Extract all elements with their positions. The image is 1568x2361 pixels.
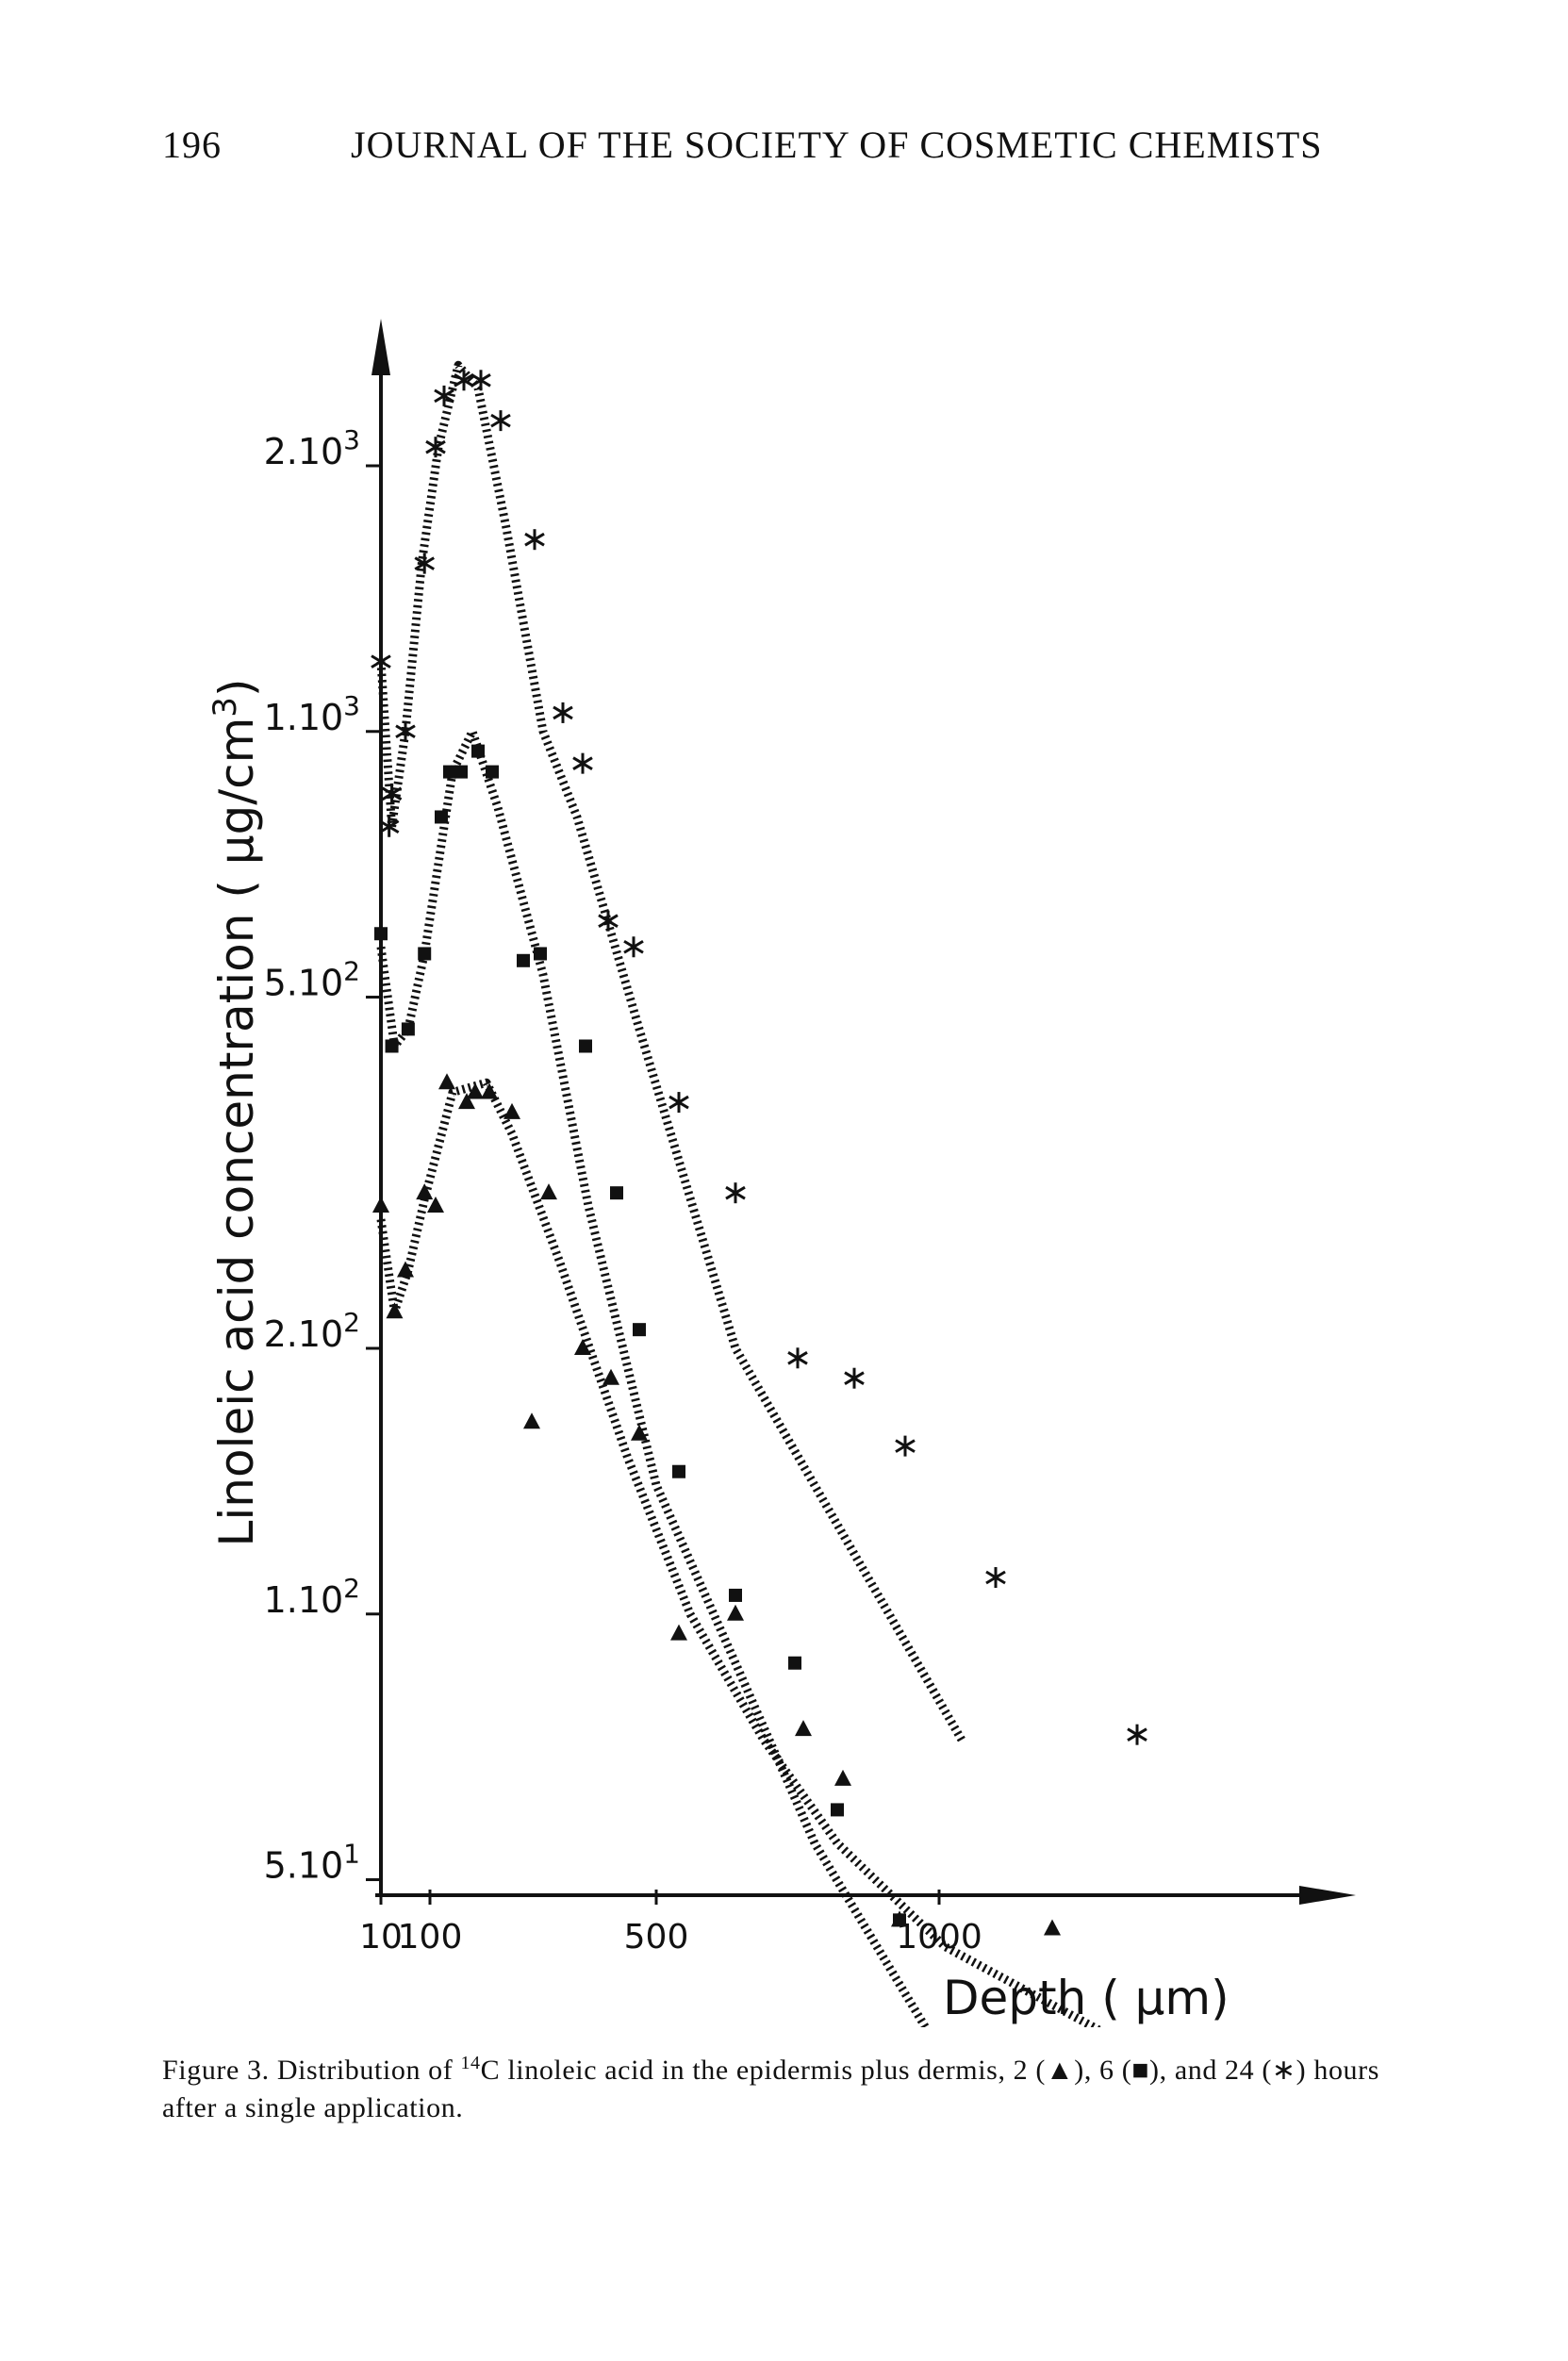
marker-star [434,385,454,406]
series-line-2 [376,1078,1103,2027]
marker-square [471,744,485,758]
marker-star [572,752,593,774]
page-number: 196 [162,124,222,166]
marker-star [1127,1724,1147,1745]
marker-star [725,1182,746,1204]
marker-square [401,1022,415,1036]
caption-label: Figure 3. [162,2055,270,2086]
caption-text-pre: Distribution of [276,2055,461,2086]
marker-triangle [416,1183,434,1200]
x-tick-label: 100 [398,1918,463,1956]
y-tick-label: 1.102 [264,1573,360,1621]
marker-star [395,720,416,742]
marker-star [524,529,545,551]
series-line-6 [376,727,931,2027]
marker-square [517,953,530,967]
marker-square [729,1588,742,1602]
marker-triangle [670,1624,687,1641]
marker-triangle [458,1093,475,1110]
marker-triangle [891,1910,908,1927]
marker-star [787,1347,808,1369]
marker-triangle [481,1082,498,1099]
series-line-24 [376,360,966,1742]
marker-square [385,1039,399,1053]
marker-triangle [834,1769,851,1786]
marker-star [553,702,573,723]
marker-square [831,1803,844,1817]
marker-star [985,1567,1006,1589]
marker-square [610,1186,623,1200]
marker-square [486,765,499,779]
marker-triangle [503,1102,520,1119]
marker-triangle [602,1368,619,1385]
axes [371,319,1356,1905]
series-lines [376,360,1103,2027]
marker-triangle [427,1196,444,1213]
marker-square [534,947,547,961]
x-axis-arrow [1299,1886,1356,1905]
figure-caption: Figure 3. Distribution of 14C linoleic a… [162,2044,1426,2127]
y-axis-label: Linoleic acid concentration ( µg/cm3) [206,679,264,1547]
marker-star [470,370,491,391]
marker-star [844,1367,865,1389]
marker-square [418,947,432,961]
marker-triangle [631,1424,648,1441]
x-axis-label: Depth ( µm) [943,1971,1230,2025]
marker-triangle [1044,1919,1061,1936]
marker-star [425,437,446,458]
marker-triangle [574,1339,591,1355]
journal-title: JOURNAL OF THE SOCIETY OF COSMETIC CHEMI… [351,124,1323,166]
y-tick-label: 2.102 [264,1307,360,1355]
marker-square [788,1656,801,1670]
marker-star [668,1092,689,1114]
marker-triangle [727,1604,744,1621]
caption-text-post: C linoleic acid in the epidermis plus de… [162,2055,1380,2123]
x-tick-label: 10 [359,1918,403,1956]
marker-square [672,1464,685,1478]
y-tick-label: 2.103 [264,424,360,472]
marker-triangle [438,1073,455,1090]
marker-star [381,783,403,804]
marker-triangle [397,1261,414,1278]
marker-square [633,1323,646,1337]
marker-star [895,1435,916,1457]
marker-square [454,765,468,779]
marker-star [378,816,400,837]
y-tick-label: 5.101 [264,1839,360,1887]
caption-superscript: 14 [460,2053,481,2073]
marker-star [490,410,511,432]
marker-star [598,910,619,932]
marker-square [443,765,456,779]
marker-star [414,553,435,574]
marker-triangle [467,1082,484,1099]
marker-triangle [540,1183,557,1200]
x-tick-label: 500 [624,1918,689,1956]
marker-star [623,936,644,958]
marker-square [579,1039,592,1053]
y-tick-label: 5.102 [264,956,360,1004]
series-markers [371,370,1147,1936]
y-tick-label: 1.103 [264,690,360,738]
marker-triangle [372,1196,389,1213]
marker-star [454,370,474,391]
marker-star [371,651,391,672]
marker-triangle [386,1302,404,1319]
marker-triangle [795,1720,812,1737]
marker-triangle [523,1412,540,1429]
marker-square [374,927,388,941]
marker-square [435,810,448,824]
y-axis-arrow [371,319,390,375]
